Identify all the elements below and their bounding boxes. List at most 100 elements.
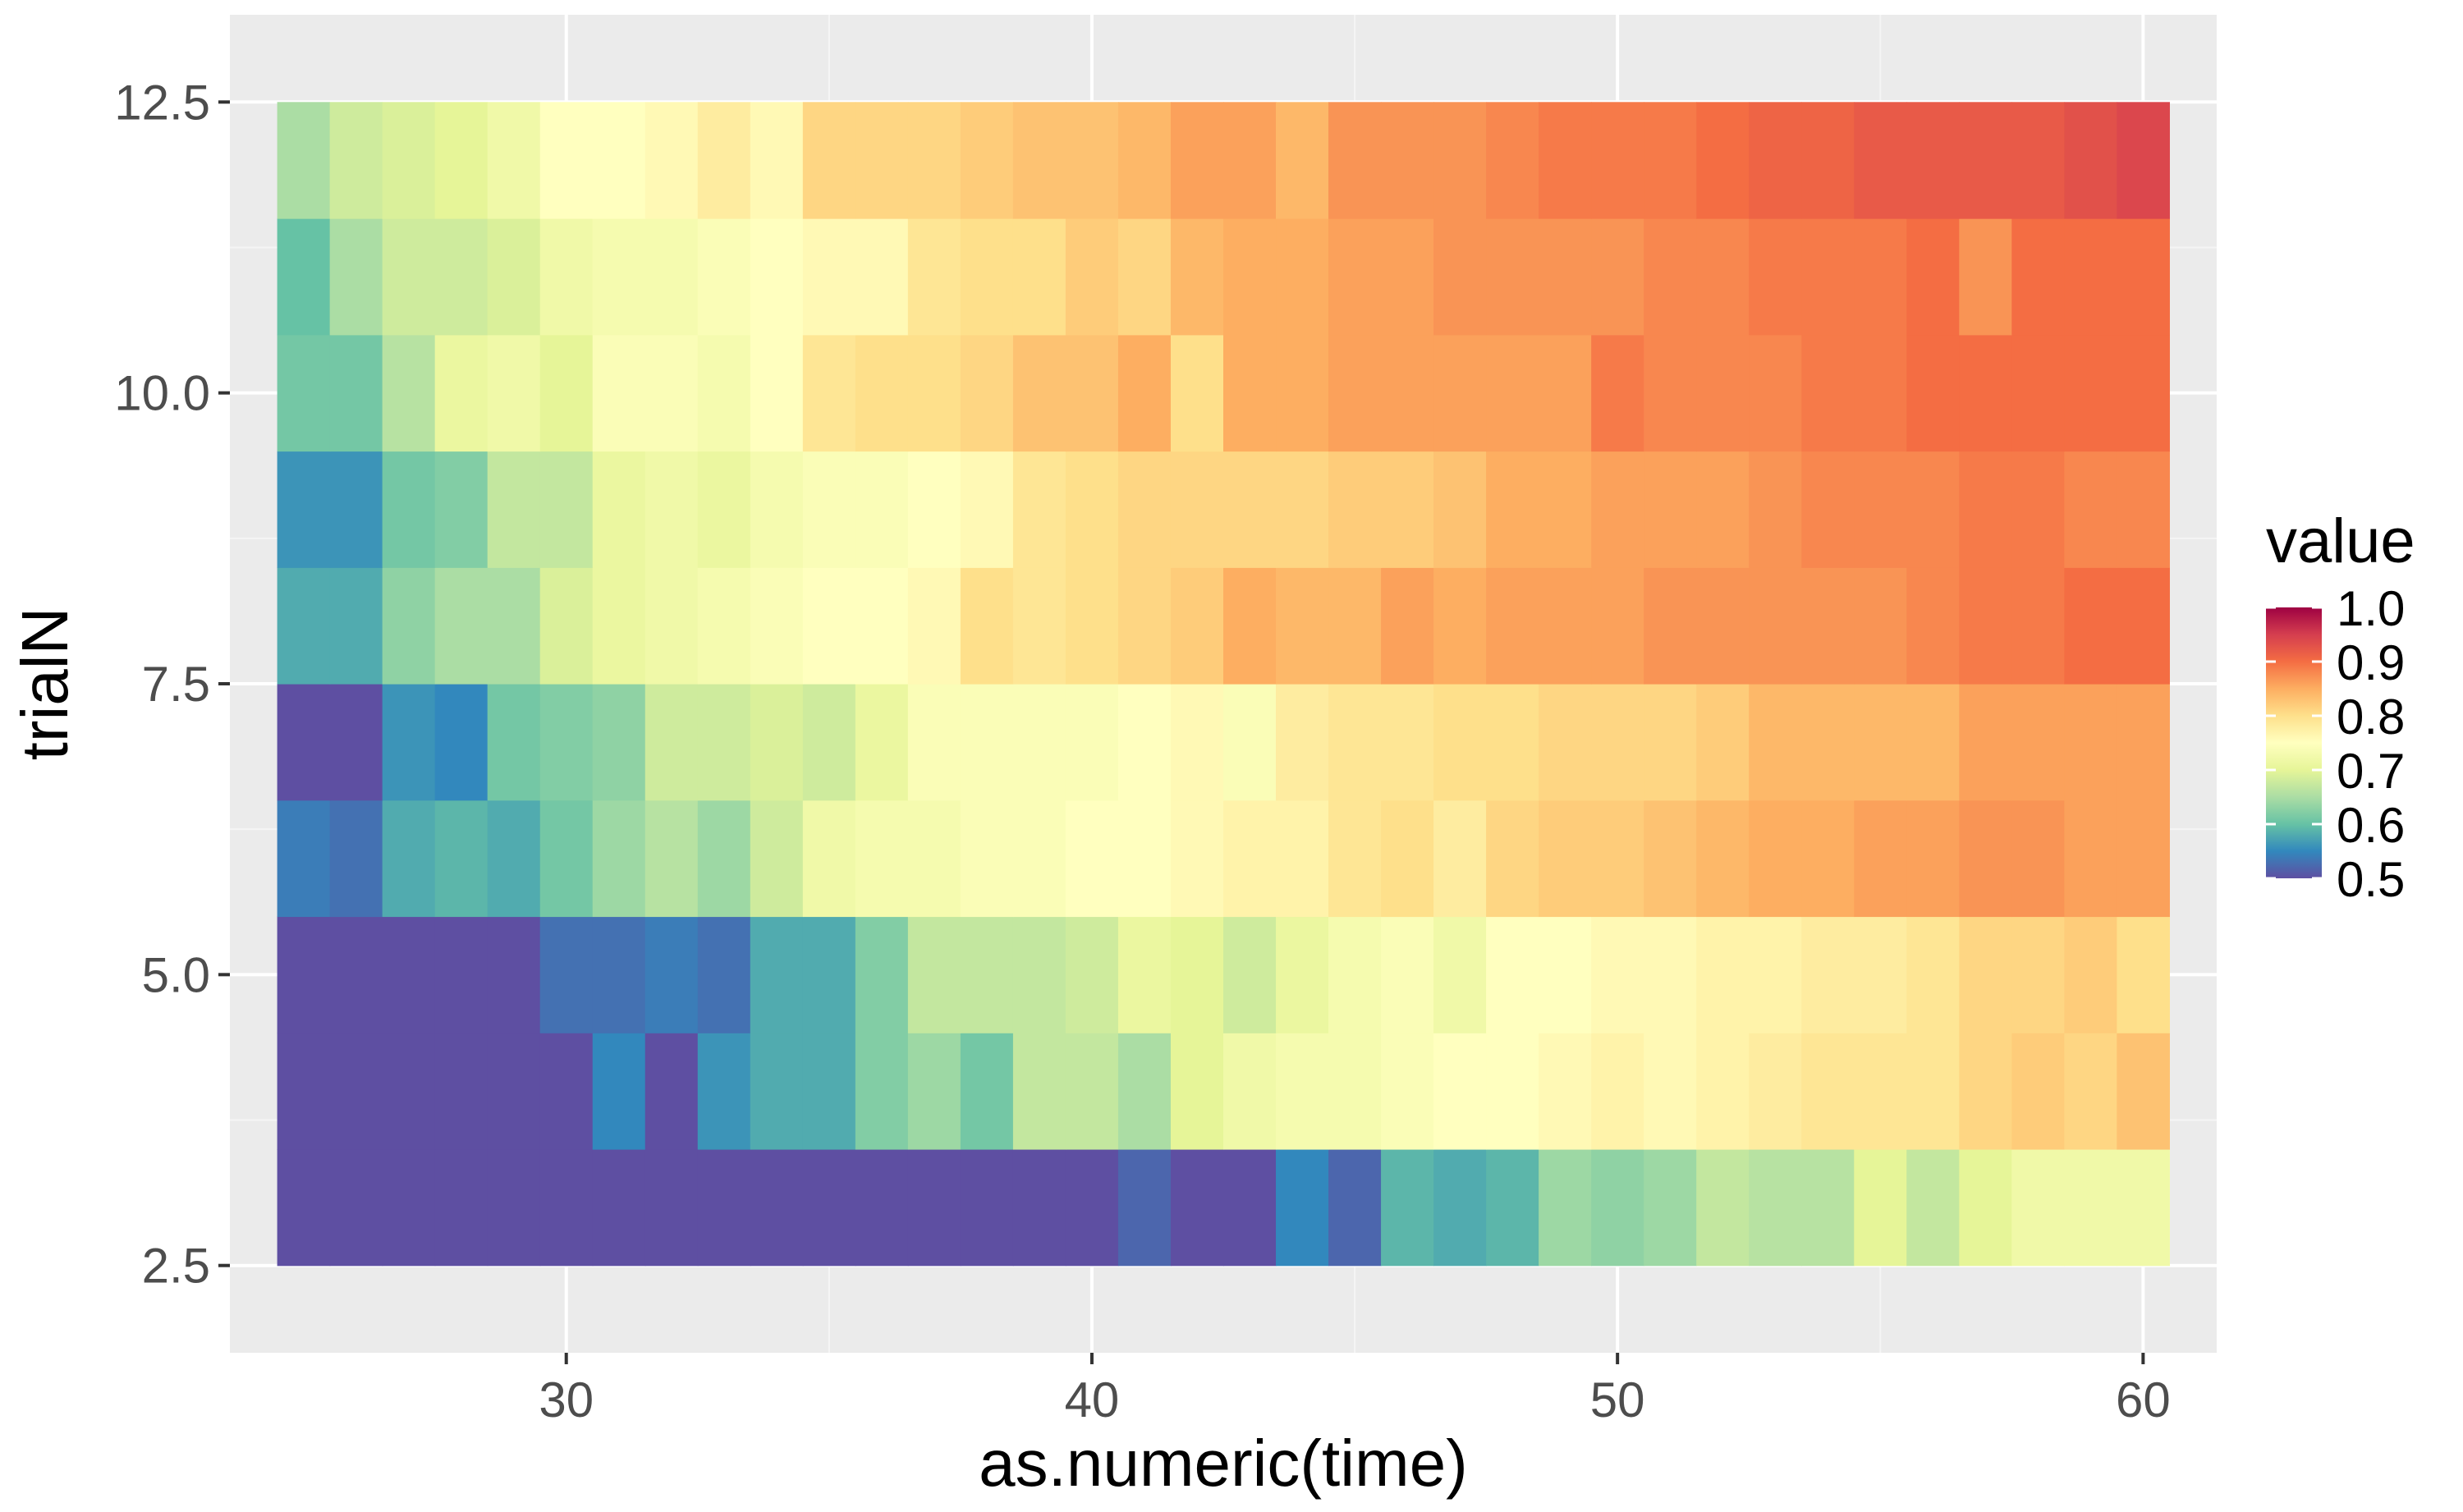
heatmap-cell: [1539, 102, 1592, 219]
heatmap-cell: [1223, 451, 1277, 568]
heatmap-cell: [1906, 102, 1960, 219]
heatmap-cell: [1433, 567, 1487, 685]
heatmap-cell: [1328, 684, 1382, 801]
heatmap-cell: [2117, 916, 2170, 1033]
heatmap-cell: [1644, 451, 1697, 568]
heatmap-cell: [855, 800, 909, 918]
heatmap-cell: [2117, 102, 2170, 219]
heatmap-cell: [1328, 567, 1382, 685]
heatmap-cell: [539, 102, 594, 219]
heatmap-cell: [1381, 567, 1434, 685]
y-tick-label: 7.5: [142, 657, 210, 712]
heatmap-cell: [487, 800, 541, 918]
heatmap-cell: [1486, 684, 1539, 801]
heatmap-cell: [1381, 334, 1434, 452]
heatmap-cell: [1749, 916, 1802, 1033]
heatmap-cell: [1644, 567, 1697, 685]
heatmap-cell: [2117, 1148, 2170, 1267]
heatmap-cell: [277, 102, 331, 219]
heatmap-cell: [802, 334, 856, 452]
heatmap-cell: [329, 916, 383, 1033]
heatmap-cell: [1801, 684, 1855, 801]
heatmap-cell: [1539, 218, 1592, 336]
heatmap-cell: [1644, 916, 1697, 1033]
heatmap-cell: [2117, 1033, 2170, 1150]
heatmap-cell: [592, 334, 646, 452]
heatmap-cell: [2011, 1148, 2065, 1267]
heatmap-cell: [960, 800, 1014, 918]
heatmap-cell: [1749, 451, 1802, 568]
heatmap-cell: [644, 1148, 699, 1267]
heatmap-cell: [2064, 218, 2117, 336]
heatmap-cell: [697, 916, 751, 1033]
heatmap-cell: [382, 1033, 436, 1150]
heatmap-cell: [1012, 800, 1066, 918]
heatmap-cell: [1854, 800, 1907, 918]
heatmap-cell: [1065, 684, 1119, 801]
heatmap-cell: [1012, 1148, 1066, 1267]
x-tick-label: 60: [2116, 1372, 2171, 1427]
x-tick-label: 50: [1590, 1372, 1645, 1427]
heatmap-cell: [907, 334, 961, 452]
heatmap-cell: [1906, 218, 1960, 336]
heatmap-cell: [960, 567, 1014, 685]
heatmap-cell: [1012, 334, 1066, 452]
heatmap-cell: [1012, 1033, 1066, 1150]
heatmap-cell: [1433, 684, 1487, 801]
y-axis-title: trialN: [8, 607, 81, 761]
legend-tick-label: 1.0: [2337, 581, 2405, 636]
legend-tick-label: 0.9: [2337, 635, 2405, 690]
heatmap-cell: [1117, 1148, 1172, 1267]
heatmap-cell: [644, 334, 699, 452]
heatmap-cell: [1906, 334, 1960, 452]
heatmap-cell: [1749, 684, 1802, 801]
heatmap-cell: [1276, 218, 1329, 336]
heatmap-cell: [592, 684, 646, 801]
legend-title: value: [2266, 506, 2415, 576]
heatmap-cell: [1486, 451, 1539, 568]
heatmap-cell: [1381, 451, 1434, 568]
heatmap-cell: [1644, 684, 1697, 801]
heatmap-cell: [1170, 218, 1224, 336]
legend-colorbar: [2266, 607, 2322, 878]
heatmap-cell: [1539, 1033, 1592, 1150]
heatmap-cell: [1486, 1033, 1539, 1150]
heatmap-cell: [1539, 567, 1592, 685]
heatmap-cell: [1539, 334, 1592, 452]
heatmap-cell: [1591, 102, 1644, 219]
heatmap-cell: [1696, 916, 1750, 1033]
heatmap-cell: [1801, 218, 1855, 336]
heatmap-cell: [1381, 800, 1434, 918]
heatmap-cell: [1328, 451, 1382, 568]
heatmap-cell: [592, 800, 646, 918]
heatmap-cell: [434, 218, 488, 336]
heatmap-cell: [1749, 1148, 1802, 1267]
heatmap-cell: [1959, 1033, 2012, 1150]
heatmap-cell: [750, 102, 804, 219]
heatmap-cell: [1854, 1033, 1907, 1150]
heatmap-cell: [539, 567, 594, 685]
y-axis: 2.5 5.0 7.5 10.0 12.5: [114, 75, 230, 1294]
heatmap-cell: [1696, 334, 1750, 452]
heatmap-cell: [1486, 567, 1539, 685]
heatmap-cell: [1065, 800, 1119, 918]
heatmap-cell: [1906, 1148, 1960, 1267]
heatmap-cell: [1381, 218, 1434, 336]
heatmap-cell: [1433, 916, 1487, 1033]
heatmap-cell: [1696, 102, 1750, 219]
heatmap-cell: [539, 800, 594, 918]
heatmap-cell: [1854, 567, 1907, 685]
heatmap-cell: [1117, 334, 1172, 452]
legend-tick-label: 0.7: [2337, 744, 2405, 799]
heatmap-cell: [1801, 1033, 1855, 1150]
heatmap-cell: [1539, 916, 1592, 1033]
heatmap-cell: [1381, 684, 1434, 801]
heatmap-cell: [1854, 684, 1907, 801]
heatmap-cell: [1012, 567, 1066, 685]
heatmap-cell: [1170, 916, 1224, 1033]
heatmap-cell: [1539, 1148, 1592, 1267]
heatmap-cell: [1170, 102, 1224, 219]
heatmap-cell: [1065, 916, 1119, 1033]
heatmap-cell: [1170, 451, 1224, 568]
heatmap-cell: [382, 916, 436, 1033]
